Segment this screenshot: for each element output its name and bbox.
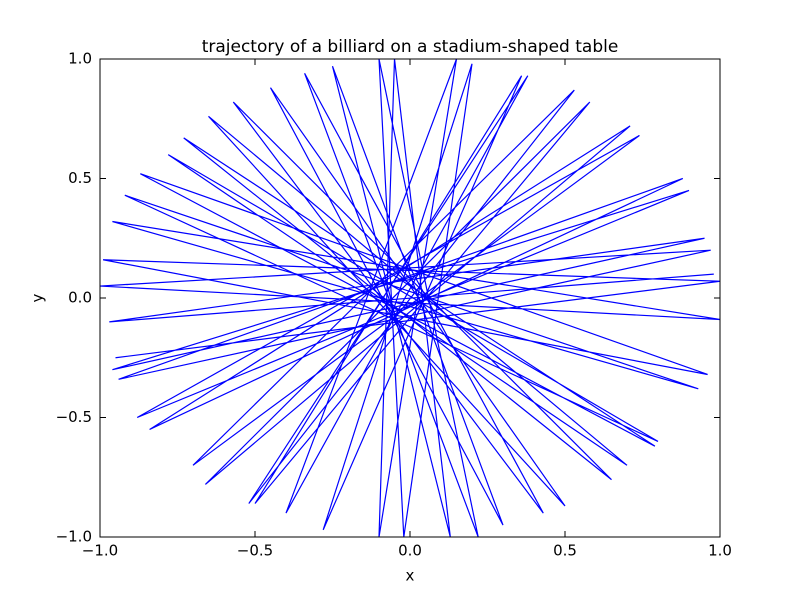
y-tick-label: 0.5 xyxy=(68,169,92,187)
x-axis-label: x xyxy=(406,567,415,585)
chart-title: trajectory of a billiard on a stadium-sh… xyxy=(202,37,619,57)
x-tick-label: −0.5 xyxy=(237,542,273,560)
y-tick-label: 0.0 xyxy=(68,289,92,307)
y-tick-label: −0.5 xyxy=(56,408,92,426)
x-tick-label: 0.5 xyxy=(553,542,577,560)
y-axis-label: y xyxy=(29,293,47,302)
x-tick-label: 1.0 xyxy=(708,542,732,560)
x-tick-label: 0.0 xyxy=(398,542,422,560)
y-tick-label: −1.0 xyxy=(56,528,92,546)
trajectory-line xyxy=(99,58,721,538)
x-tick-label: −1.0 xyxy=(82,542,118,560)
y-tick-label: 1.0 xyxy=(68,50,92,68)
